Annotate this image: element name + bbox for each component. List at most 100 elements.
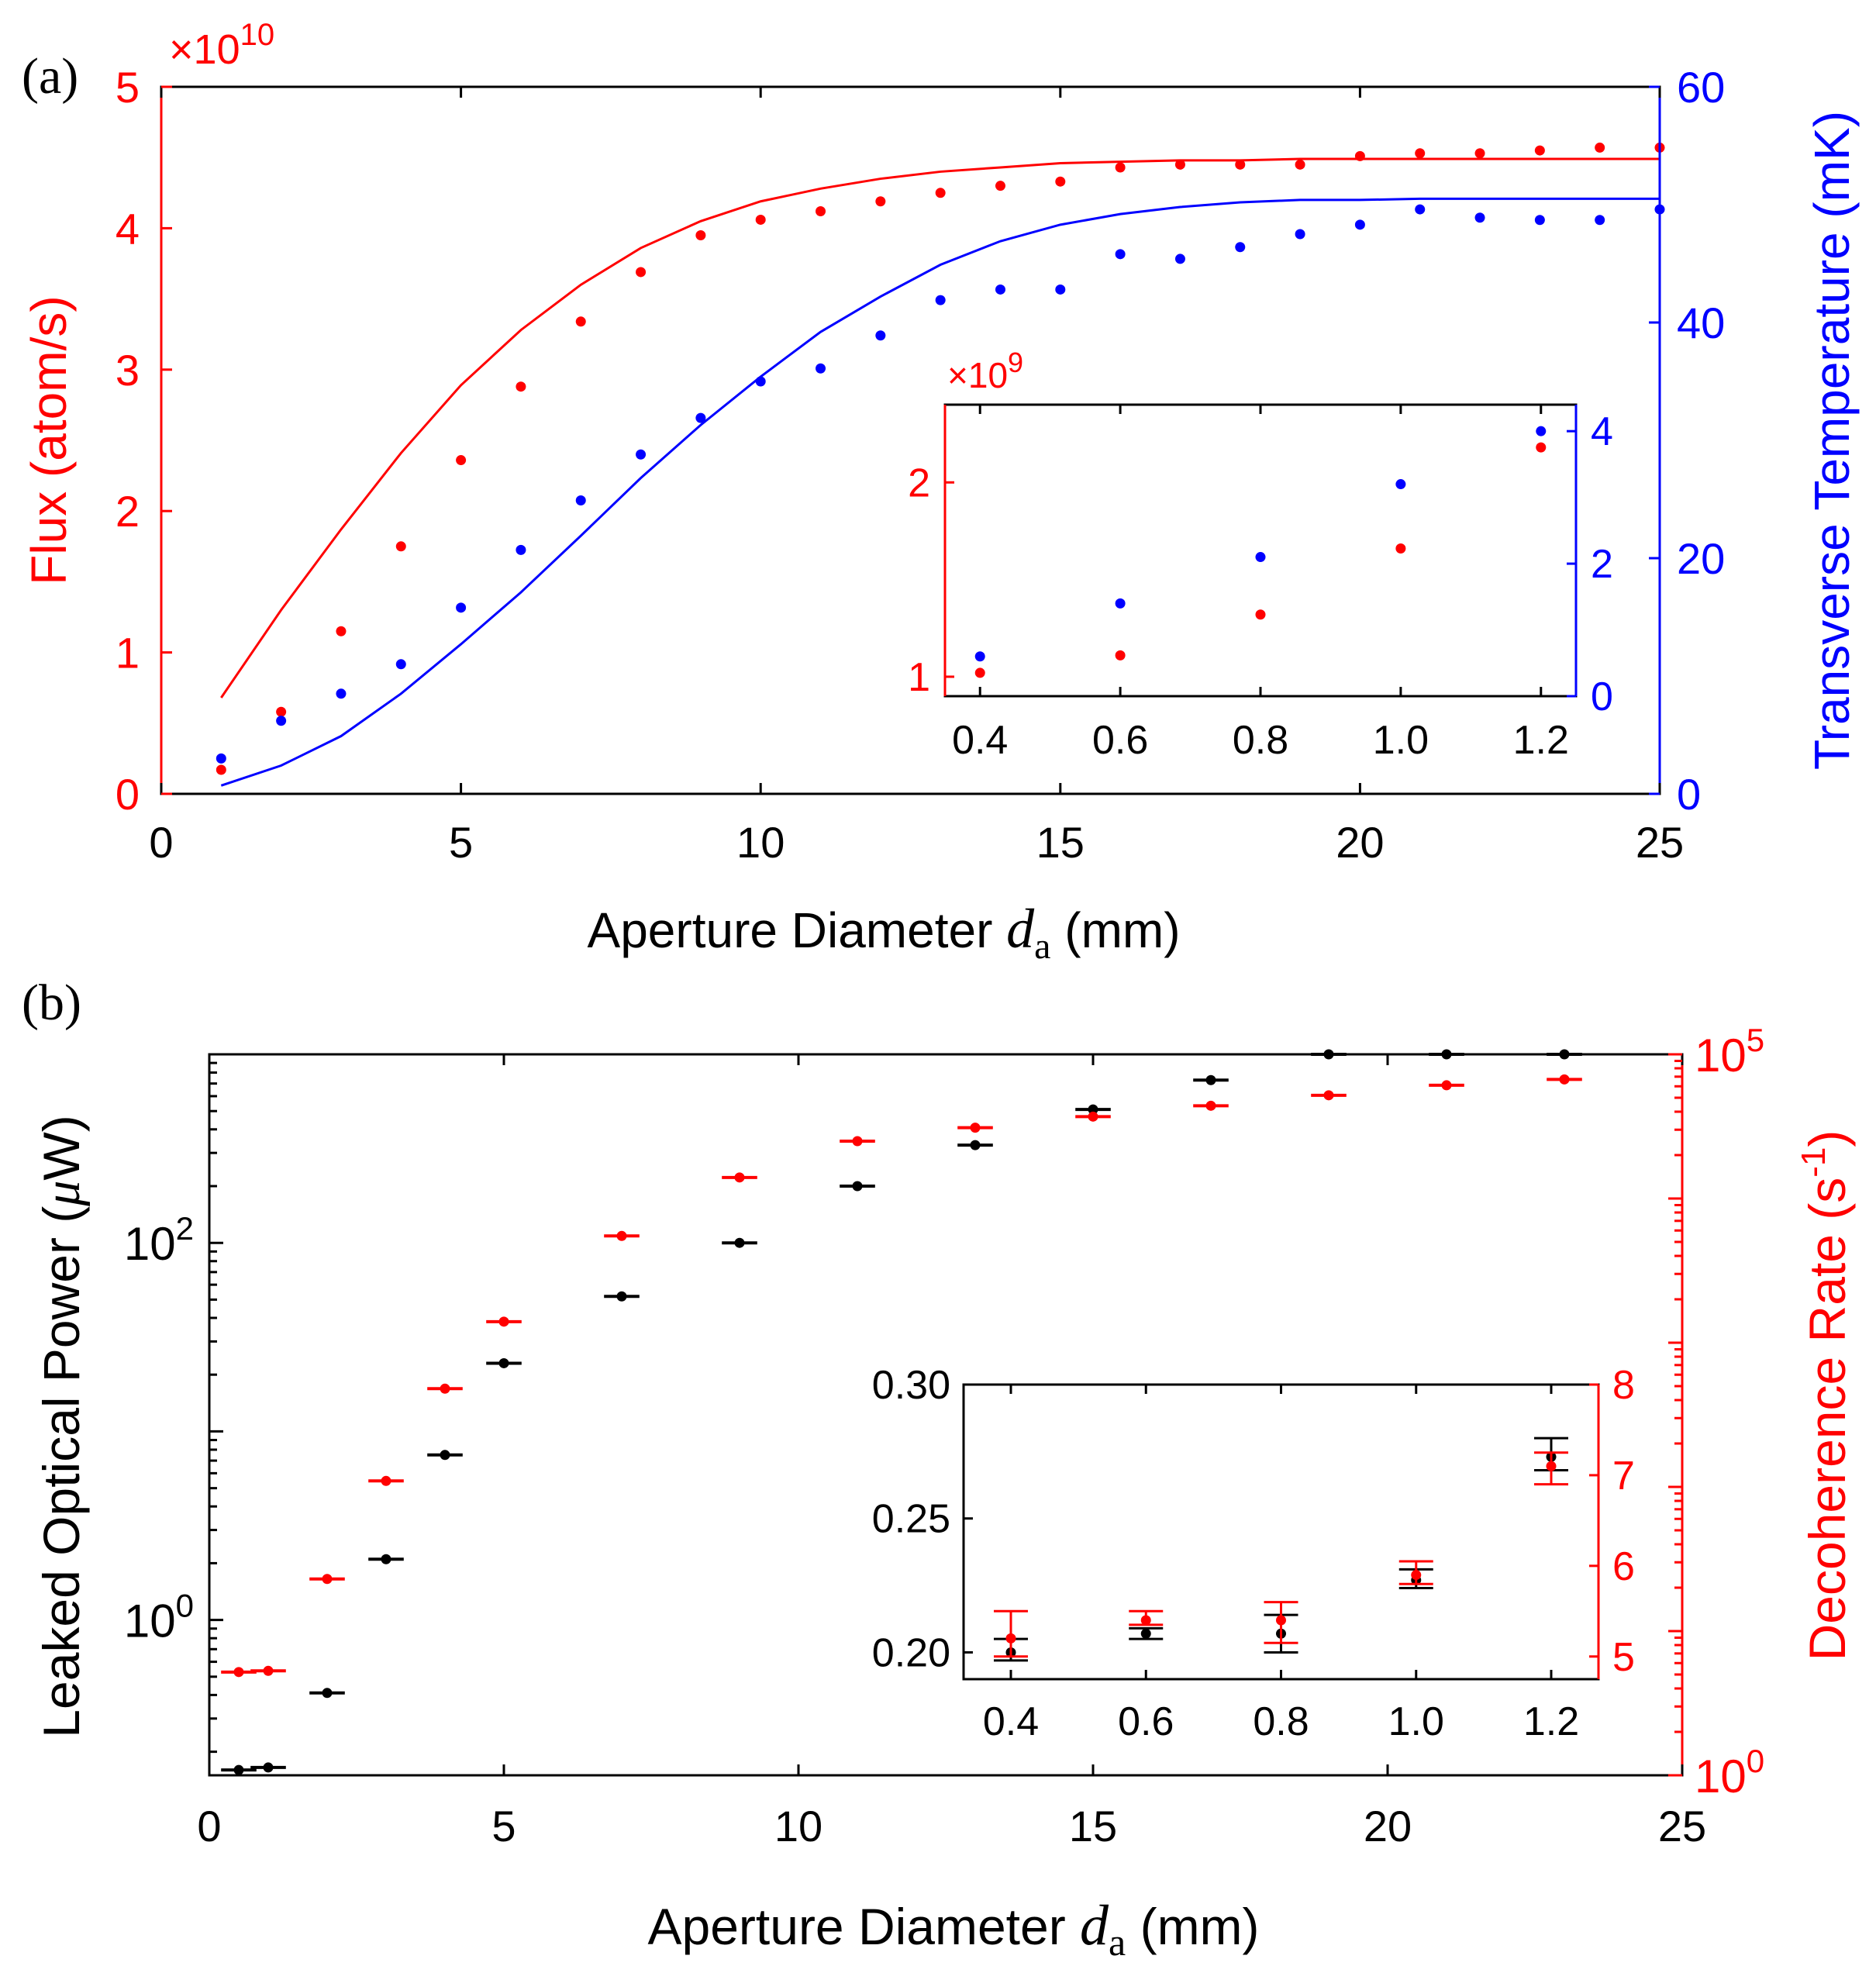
y-tick-label-left: 100 [124,1588,194,1647]
x-tick-label: 20 [1364,1802,1412,1850]
panel-a-series-2-point [456,602,467,613]
panel-b-series-1-point [616,1230,627,1241]
panel-a-series-2-point [935,295,946,305]
panel-a-series-2-point [1235,242,1246,253]
y-tick-label-right: 100 [1695,1743,1764,1802]
panel-b-inset-axes: 0.4 0.6 0.8 1.0 1.2 0.20 0.25 0.30 5 6 7 8 [872,1363,1635,1744]
inset-x-tick-label: 1.0 [1388,1699,1444,1744]
y-tick-label-left: 4 [116,204,140,253]
panel-b-inset: 0.4 0.6 0.8 1.0 1.2 0.20 0.25 0.30 5 6 7 8 [872,1363,1635,1744]
panel-b-plot-area [221,1049,1582,1775]
panel-a-series-2-point [816,363,826,374]
panel-a-series-1-line [220,157,1660,698]
panel-b-inset-series-1-point [1140,1615,1151,1626]
inset-y-tick-label-right: 6 [1612,1544,1635,1589]
y-tick-label-left: 3 [116,346,140,395]
panel-a-series-0-point [755,214,766,225]
panel-b-y-label-right: Decoherence Rate (s-1) [1795,1130,1856,1661]
x-tick-label: 0 [149,818,173,867]
panel-a-series-0-point [1415,148,1426,159]
panel-a-y-label-left: Flux (atom/s) [21,295,77,585]
panel-a-series-2-point [995,284,1005,295]
panel-a-series-2-point [1354,219,1365,230]
panel-a-series-2-point [1534,215,1545,226]
panel-a-series-2-point [1295,229,1305,240]
inset-y-tick-label-right: 5 [1612,1635,1635,1680]
panel-a-series-0-point [1235,159,1246,170]
panel-b-series-0-point [734,1237,745,1248]
panel-a-series-0-point [276,706,287,717]
panel-b-series-0-point [322,1688,333,1699]
panel-b-series-0-point [381,1554,391,1564]
inset-y-tick-label-right: 2 [1591,542,1613,587]
panel-b-series-1-point [970,1123,981,1133]
panel-a-series-0-point [575,316,586,327]
panel-a-inset-series-1-point [1115,598,1126,609]
x-tick-label: 0 [197,1802,221,1850]
y-tick-label-right: 60 [1677,63,1725,112]
panel-a-inset-multiplier: ×109 [947,347,1023,395]
panel-a-multiplier: ×1010 [169,18,274,73]
panel-b-series-1-point [1441,1080,1452,1091]
y-tick-label-right: 105 [1695,1022,1764,1081]
panel-b-series-1-point [852,1136,863,1147]
panel-b-series-1-point [381,1475,391,1486]
panel-a-series-0-point [1115,162,1126,173]
panel-a-series-0-point [216,764,226,775]
panel-b-series-1-point [263,1665,274,1676]
panel-a-series-0-point [336,626,347,636]
panel-a-series-2-point [1595,215,1605,226]
inset-y-tick-label-right: 0 [1591,674,1613,719]
inset-x-tick-label: 0.6 [1092,718,1148,763]
x-tick-label: 10 [736,818,785,867]
panel-a-inset-series-0-point [974,667,985,678]
y-tick-label-right: 20 [1677,534,1725,583]
panel-a-series-2-point [636,449,647,460]
x-tick-label: 20 [1336,818,1384,867]
panel-a-series-2-point [1174,254,1185,264]
inset-x-tick-label: 0.4 [952,718,1008,763]
panel-a-inset-series-1-point [1536,426,1547,436]
panel-b-inset-series-1-point [1546,1461,1557,1471]
panel-b-series-0-point [498,1357,509,1368]
panel-a-series-0-point [636,267,647,278]
panel-b-series-1-point [233,1667,244,1678]
x-tick-label: 25 [1658,1802,1706,1850]
y-tick-label-right: 40 [1677,298,1725,347]
inset-y-tick-label-left: 1 [908,655,930,700]
panel-b-series-0-point [616,1291,627,1302]
panel-b-series-0-point [263,1762,274,1773]
panel-a-series-0-point [935,188,946,198]
panel-a-series-2-point [336,688,347,699]
panel-b-series-0-point [1088,1104,1098,1115]
panel-label-b: (b) [22,974,81,1031]
panel-a-inset-background [945,405,1576,696]
panel-a-series-2-point [1115,249,1126,260]
y-tick-label-left: 0 [116,770,140,819]
panel-a-inset-series-0-point [1536,442,1547,453]
x-tick-label: 5 [449,818,473,867]
inset-y-tick-label-left: 2 [908,460,930,505]
panel-a-series-0-point [395,541,406,552]
panel-a-series-0-point [1534,145,1545,156]
panel-b-inset-series-1-point [1276,1615,1286,1626]
panel-a-series-0-point [1055,176,1066,187]
panel-b-x-label: Aperture Diameter da (mm) [647,1894,1259,1964]
panel-b-series-1-point [734,1172,745,1183]
inset-x-tick-label: 0.8 [1253,1699,1309,1744]
panel-a-series-2-point [1055,284,1066,295]
panel-b-inset-plot-area [993,1437,1569,1662]
panel-b-series-0-point [970,1140,981,1150]
panel-b-inset-series-0-point [1140,1628,1151,1639]
panel-a-inset-plot-area [974,426,1547,678]
panel-a-series-0-point [995,181,1005,191]
panel-a-inset-series-0-point [1395,543,1406,554]
panel-a-series-2-point [216,753,226,764]
panel-b-series-1-point [322,1574,333,1585]
panel-b-series-1-point [498,1316,509,1327]
y-tick-label-left: 2 [116,487,140,536]
